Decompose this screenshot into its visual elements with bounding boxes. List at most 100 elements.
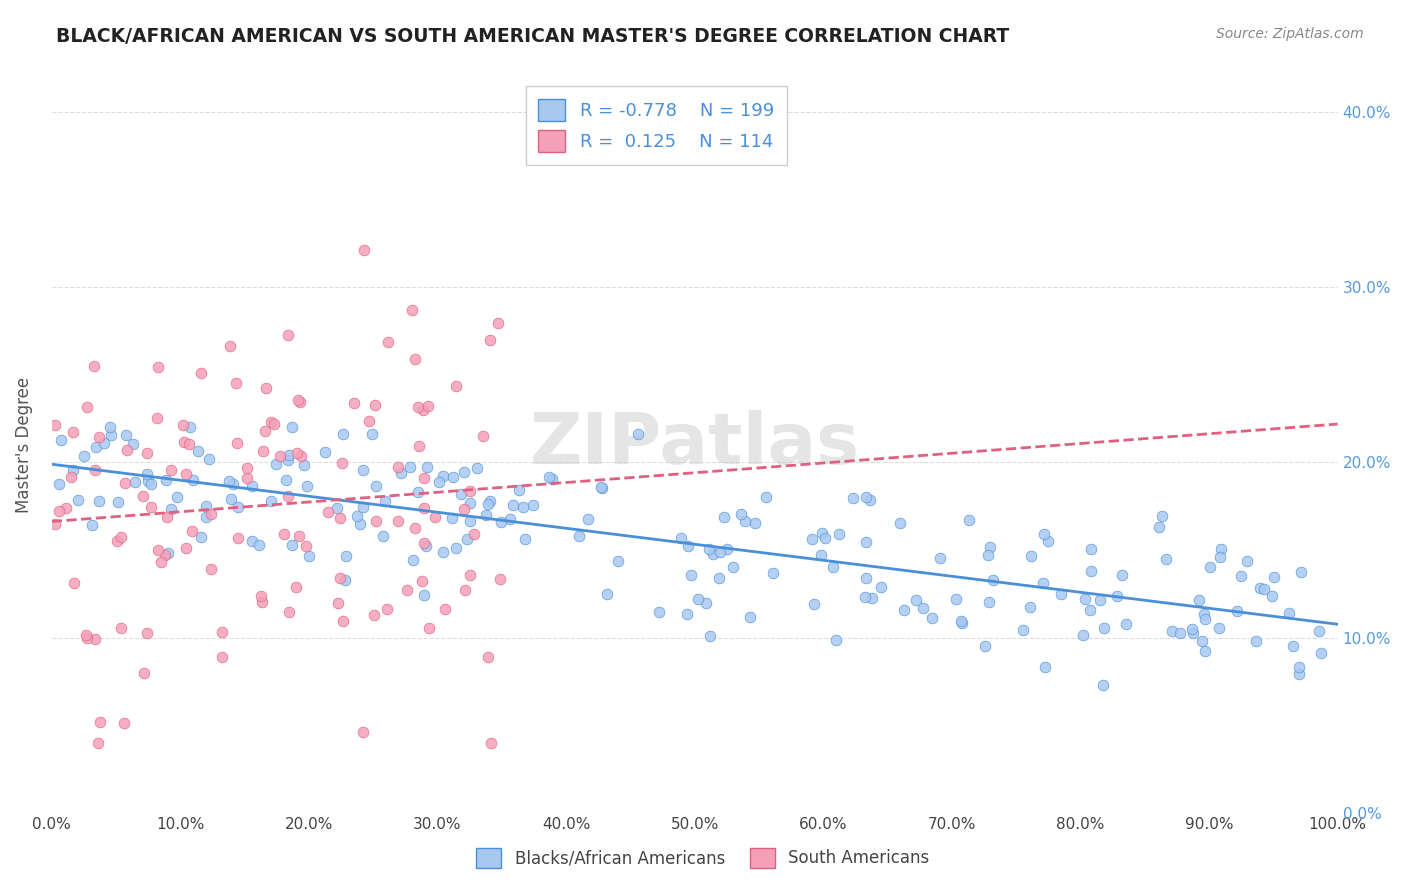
Point — [146, 543, 169, 558]
Point — [1111, 568, 1133, 582]
Point — [89, 715, 111, 730]
Point — [458, 568, 481, 582]
Point — [290, 449, 312, 463]
Point — [277, 327, 299, 342]
Point — [145, 411, 167, 425]
Point — [1282, 640, 1305, 654]
Y-axis label: Master's Degree: Master's Degree — [15, 377, 32, 513]
Point — [329, 571, 352, 585]
Point — [1191, 633, 1213, 648]
Legend: R = -0.778    N = 199, R =  0.125    N = 114: R = -0.778 N = 199, R = 0.125 N = 114 — [526, 87, 786, 165]
Point — [755, 490, 778, 504]
Point — [1147, 520, 1170, 534]
Point — [280, 539, 302, 553]
Point — [236, 460, 259, 475]
Point — [402, 552, 425, 566]
Point — [855, 571, 877, 585]
Point — [288, 529, 311, 543]
Point — [842, 491, 865, 505]
Point — [84, 463, 107, 477]
Point — [456, 533, 478, 547]
Point — [1198, 560, 1220, 574]
Point — [721, 560, 744, 574]
Point — [596, 586, 619, 600]
Point — [62, 425, 84, 440]
Point — [1230, 568, 1253, 582]
Point — [173, 434, 195, 449]
Point — [155, 549, 177, 563]
Point — [949, 614, 972, 628]
Point — [280, 420, 302, 434]
Point — [416, 460, 439, 475]
Point — [44, 516, 66, 531]
Point — [1253, 582, 1275, 597]
Point — [76, 400, 98, 414]
Point — [889, 516, 911, 530]
Point — [326, 501, 349, 516]
Point — [387, 460, 409, 475]
Point — [824, 632, 846, 647]
Point — [669, 531, 692, 545]
Point — [197, 451, 219, 466]
Point — [122, 437, 145, 451]
Point — [190, 367, 212, 381]
Point — [699, 629, 721, 643]
Point — [343, 396, 366, 410]
Point — [328, 597, 350, 611]
Point — [329, 511, 352, 525]
Point — [352, 724, 374, 739]
Point — [260, 416, 283, 430]
Point — [738, 610, 761, 624]
Point — [93, 435, 115, 450]
Point — [363, 608, 385, 623]
Point — [172, 418, 194, 433]
Point — [702, 547, 724, 561]
Point — [364, 514, 387, 528]
Point — [222, 476, 245, 491]
Text: BLACK/AFRICAN AMERICAN VS SOUTH AMERICAN MASTER'S DEGREE CORRELATION CHART: BLACK/AFRICAN AMERICAN VS SOUTH AMERICAN… — [56, 27, 1010, 45]
Point — [744, 516, 766, 531]
Point — [190, 530, 212, 544]
Point — [1050, 587, 1073, 601]
Point — [432, 545, 454, 559]
Point — [98, 420, 121, 434]
Point — [1107, 589, 1129, 603]
Point — [413, 471, 436, 485]
Point — [860, 591, 883, 606]
Point — [187, 443, 209, 458]
Point — [155, 474, 177, 488]
Point — [440, 511, 463, 525]
Point — [488, 572, 510, 586]
Point — [1019, 549, 1042, 564]
Point — [477, 649, 499, 664]
Point — [406, 400, 429, 414]
Point — [814, 531, 837, 545]
Point — [512, 500, 534, 514]
Point — [181, 524, 204, 539]
Point — [48, 477, 70, 491]
Point — [132, 489, 155, 503]
Point — [84, 440, 107, 454]
Point — [905, 593, 928, 607]
Point — [1080, 542, 1102, 557]
Point — [1309, 646, 1331, 660]
Point — [141, 500, 163, 514]
Point — [411, 574, 433, 589]
Point — [911, 601, 934, 615]
Point — [76, 632, 98, 646]
Point — [254, 381, 277, 395]
Point — [274, 473, 297, 487]
Point — [1033, 660, 1056, 674]
Point — [295, 540, 318, 554]
Point — [278, 448, 301, 462]
Point — [981, 574, 1004, 588]
Point — [444, 541, 467, 556]
Point — [364, 398, 387, 412]
Point — [62, 463, 84, 477]
Point — [979, 595, 1001, 609]
Point — [1071, 628, 1094, 642]
Point — [1192, 607, 1215, 622]
Point — [522, 498, 544, 512]
Point — [110, 621, 132, 635]
Point — [273, 527, 295, 541]
